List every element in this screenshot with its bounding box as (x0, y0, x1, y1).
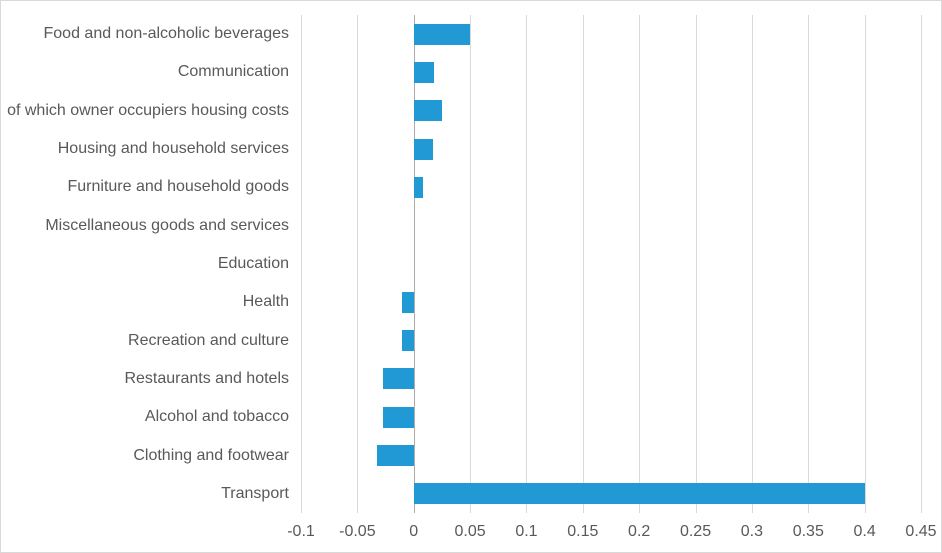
grid-line (921, 15, 922, 513)
y-axis-label-text: Transport (221, 485, 289, 502)
y-axis-label-text: Clothing and footwear (133, 447, 289, 464)
y-axis-label: Transport (221, 485, 289, 503)
x-axis-tick-text: 0.4 (854, 523, 876, 540)
y-axis-label: Housing and household services (58, 140, 289, 158)
bar (414, 100, 442, 121)
y-axis-label-text: Health (243, 293, 289, 310)
x-axis-tick-label: 0.1 (515, 523, 537, 541)
x-axis-tick-text: 0 (409, 523, 418, 540)
x-axis-tick-label: 0.45 (905, 523, 936, 541)
y-axis-label: Furniture and household goods (68, 178, 290, 196)
y-axis-label: Communication (178, 63, 289, 81)
bar (402, 292, 413, 313)
x-axis-tick-label: 0.3 (741, 523, 763, 541)
x-axis-tick-label: 0.15 (567, 523, 598, 541)
y-axis-label-text: Restaurants and hotels (124, 370, 289, 387)
chart-frame: Food and non-alcoholic beverages Communic… (0, 0, 942, 553)
axis-zero-line (414, 15, 415, 513)
grid-line (301, 15, 302, 513)
bar (414, 177, 423, 198)
y-axis-label: of which owner occupiers housing costs (7, 102, 289, 120)
y-axis-label: Food and non-alcoholic beverages (44, 25, 290, 43)
grid-line (865, 15, 866, 513)
grid-line (470, 15, 471, 513)
x-axis-tick-text: 0.35 (793, 523, 824, 540)
x-axis-tick-text: -0.05 (339, 523, 375, 540)
grid-line (808, 15, 809, 513)
grid-line (639, 15, 640, 513)
bar (383, 368, 413, 389)
x-axis-tick-label: 0.4 (854, 523, 876, 541)
x-axis-tick-text: 0.2 (628, 523, 650, 540)
bar (402, 330, 413, 351)
bar (414, 62, 434, 83)
bar (414, 24, 470, 45)
x-axis-tick-label: 0.2 (628, 523, 650, 541)
y-axis-label: Clothing and footwear (133, 447, 289, 465)
x-axis-tick-text: 0.1 (515, 523, 537, 540)
grid-line (583, 15, 584, 513)
x-axis-tick-label: -0.05 (339, 523, 375, 541)
bar (383, 407, 413, 428)
grid-line (696, 15, 697, 513)
y-axis-label: Miscellaneous goods and services (45, 217, 289, 235)
y-axis-label: Recreation and culture (128, 332, 289, 350)
x-axis-tick-label: 0.05 (455, 523, 486, 541)
x-axis-tick-text: 0.3 (741, 523, 763, 540)
bar (377, 445, 414, 466)
y-axis-label-text: Food and non-alcoholic beverages (44, 25, 290, 42)
y-axis-label: Education (218, 255, 289, 273)
x-axis-tick-label: 0 (409, 523, 418, 541)
x-axis-tick-label: 0.35 (793, 523, 824, 541)
y-axis-label-text: Alcohol and tobacco (145, 408, 289, 425)
grid-line (752, 15, 753, 513)
bar (414, 139, 433, 160)
y-axis-label-text: Communication (178, 63, 289, 80)
y-axis-label: Restaurants and hotels (124, 370, 289, 388)
x-axis-tick-label: -0.1 (287, 523, 315, 541)
grid-line (357, 15, 358, 513)
y-axis-label-text: of which owner occupiers housing costs (7, 102, 289, 119)
y-axis-label-text: Housing and household services (58, 140, 289, 157)
y-axis-label: Health (243, 293, 289, 311)
bar (414, 483, 865, 504)
y-axis-label-text: Recreation and culture (128, 332, 289, 349)
plot-area (301, 15, 921, 513)
grid-line (526, 15, 527, 513)
y-axis-label-text: Education (218, 255, 289, 272)
x-axis-tick-text: 0.05 (455, 523, 486, 540)
x-axis-tick-label: 0.25 (680, 523, 711, 541)
x-axis-tick-text: 0.15 (567, 523, 598, 540)
y-axis-label-text: Furniture and household goods (68, 178, 290, 195)
y-axis-label-text: Miscellaneous goods and services (45, 217, 289, 234)
x-axis-tick-text: -0.1 (287, 523, 315, 540)
x-axis-tick-text: 0.25 (680, 523, 711, 540)
y-axis-label: Alcohol and tobacco (145, 408, 289, 426)
x-axis-tick-text: 0.45 (905, 523, 936, 540)
